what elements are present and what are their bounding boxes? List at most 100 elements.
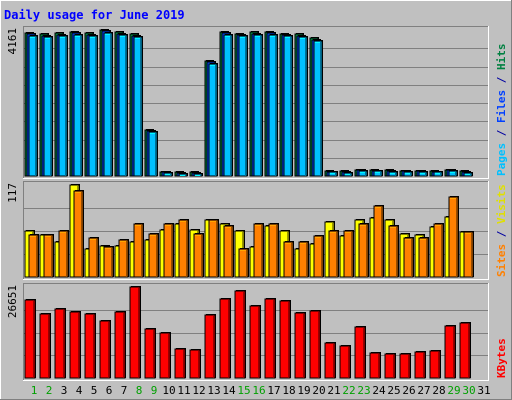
bar-pages-day-22 [343, 172, 353, 177]
bars [24, 184, 474, 278]
bar-kbytes-day-11 [174, 348, 186, 379]
bar-sites-day-10 [163, 223, 174, 278]
bar-pages-day-7 [118, 34, 128, 177]
bar-sites-day-29 [448, 196, 459, 278]
bar-pages-day-28 [433, 171, 443, 177]
x-tick-day-23: 23 [357, 384, 370, 397]
x-tick-day-5: 5 [91, 384, 98, 397]
bar-sites-day-22 [343, 230, 354, 278]
chart-title: Daily usage for June 2019 [4, 8, 185, 22]
panel-legend-label: KBytes [495, 338, 508, 378]
bar-sites-day-4 [73, 190, 84, 278]
bar-pages-day-3 [58, 35, 68, 177]
bar-sites-day-27 [418, 237, 429, 278]
bar-sites-day-18 [283, 241, 294, 278]
bar-kbytes-day-22 [339, 345, 351, 379]
bar-pages-day-9 [148, 131, 158, 177]
x-tick-day-4: 4 [76, 384, 83, 397]
bar-sites-day-9 [148, 233, 159, 278]
x-tick-day-7: 7 [121, 384, 128, 397]
bar-kbytes-day-1 [24, 299, 36, 379]
bar-kbytes-day-26 [399, 353, 411, 379]
bar-sites-day-2 [43, 234, 54, 278]
bar-pages-day-18 [283, 35, 293, 177]
bar-pages-day-23 [358, 170, 368, 177]
x-tick-day-15: 15 [237, 384, 250, 397]
bar-pages-day-15 [238, 35, 248, 177]
panel-hits-files-pages: 4161 Pages / Files / Hits [6, 26, 508, 179]
x-tick-day-8: 8 [136, 384, 143, 397]
bar-kbytes-day-18 [279, 300, 291, 379]
bar-sites-day-12 [193, 233, 204, 278]
bar-pages-day-14 [223, 34, 233, 177]
bar-sites-day-14 [223, 225, 234, 278]
bar-kbytes-day-20 [309, 310, 321, 379]
bar-kbytes-day-13 [204, 314, 216, 379]
bar-sites-day-25 [388, 225, 399, 278]
bar-kbytes-day-28 [429, 350, 441, 379]
bar-pages-day-26 [403, 171, 413, 177]
x-tick-day-1: 1 [31, 384, 38, 397]
bar-kbytes-day-25 [384, 353, 396, 379]
bar-sites-day-13 [208, 219, 219, 278]
x-tick-day-14: 14 [222, 384, 236, 397]
bar-sites-day-24 [373, 205, 384, 278]
bar-kbytes-day-27 [414, 351, 426, 379]
x-tick-day-26: 26 [402, 384, 415, 397]
bars [24, 29, 473, 177]
bar-sites-day-15 [238, 248, 249, 278]
x-tick-day-17: 17 [267, 384, 280, 397]
x-tick-day-13: 13 [207, 384, 220, 397]
bar-sites-day-3 [58, 230, 69, 278]
bar-pages-day-27 [418, 171, 428, 177]
x-tick-day-20: 20 [312, 384, 325, 397]
bar-pages-day-6 [103, 32, 113, 177]
bar-pages-day-13 [208, 63, 218, 177]
bar-pages-day-16 [253, 34, 263, 177]
bar-kbytes-day-10 [159, 332, 171, 379]
bar-pages-day-2 [43, 36, 53, 177]
panel-legend-label: Pages / Files / Hits [495, 44, 508, 177]
bar-kbytes-day-14 [219, 298, 231, 379]
bar-kbytes-day-4 [69, 311, 81, 379]
x-tick-day-18: 18 [282, 384, 295, 397]
bar-sites-day-23 [358, 223, 369, 278]
bar-kbytes-day-7 [114, 311, 126, 379]
x-tick-day-31: 31 [477, 384, 490, 397]
panel-max-label: 4161 [6, 28, 19, 55]
x-tick-day-19: 19 [297, 384, 310, 397]
bar-pages-day-12 [193, 173, 203, 177]
legend-part: Files [495, 90, 508, 123]
bar-kbytes-day-30 [459, 322, 471, 379]
bar-pages-day-10 [163, 172, 173, 177]
x-tick-day-22: 22 [342, 384, 355, 397]
bar-sites-day-7 [118, 239, 129, 278]
bar-sites-day-11 [178, 219, 189, 278]
x-tick-day-6: 6 [106, 384, 113, 397]
bar-pages-day-1 [28, 35, 38, 177]
panel-max-label: 117 [6, 183, 19, 203]
bar-sites-day-21 [328, 230, 339, 278]
bars [24, 286, 471, 379]
bar-sites-day-16 [253, 223, 264, 278]
panel-legend-label: Sites / Visits [495, 184, 508, 277]
x-tick-day-9: 9 [151, 384, 158, 397]
bar-kbytes-day-8 [129, 286, 141, 379]
legend-part: Pages [495, 143, 508, 176]
legend-part: Hits [495, 44, 508, 71]
legend-part: Sites [495, 244, 508, 277]
x-tick-day-28: 28 [432, 384, 445, 397]
bar-sites-day-1 [28, 234, 39, 278]
legend-part: Visits [495, 184, 508, 224]
bar-sites-day-20 [313, 235, 324, 278]
bar-sites-day-28 [433, 223, 444, 278]
bar-kbytes-day-21 [324, 342, 336, 379]
x-tick-day-2: 2 [46, 384, 53, 397]
bar-kbytes-day-2 [39, 313, 51, 379]
bar-sites-day-8 [133, 223, 144, 278]
bar-kbytes-day-5 [84, 313, 96, 379]
legend-part: / [495, 70, 508, 90]
bar-sites-day-17 [268, 223, 279, 278]
bar-kbytes-day-23 [354, 326, 366, 379]
